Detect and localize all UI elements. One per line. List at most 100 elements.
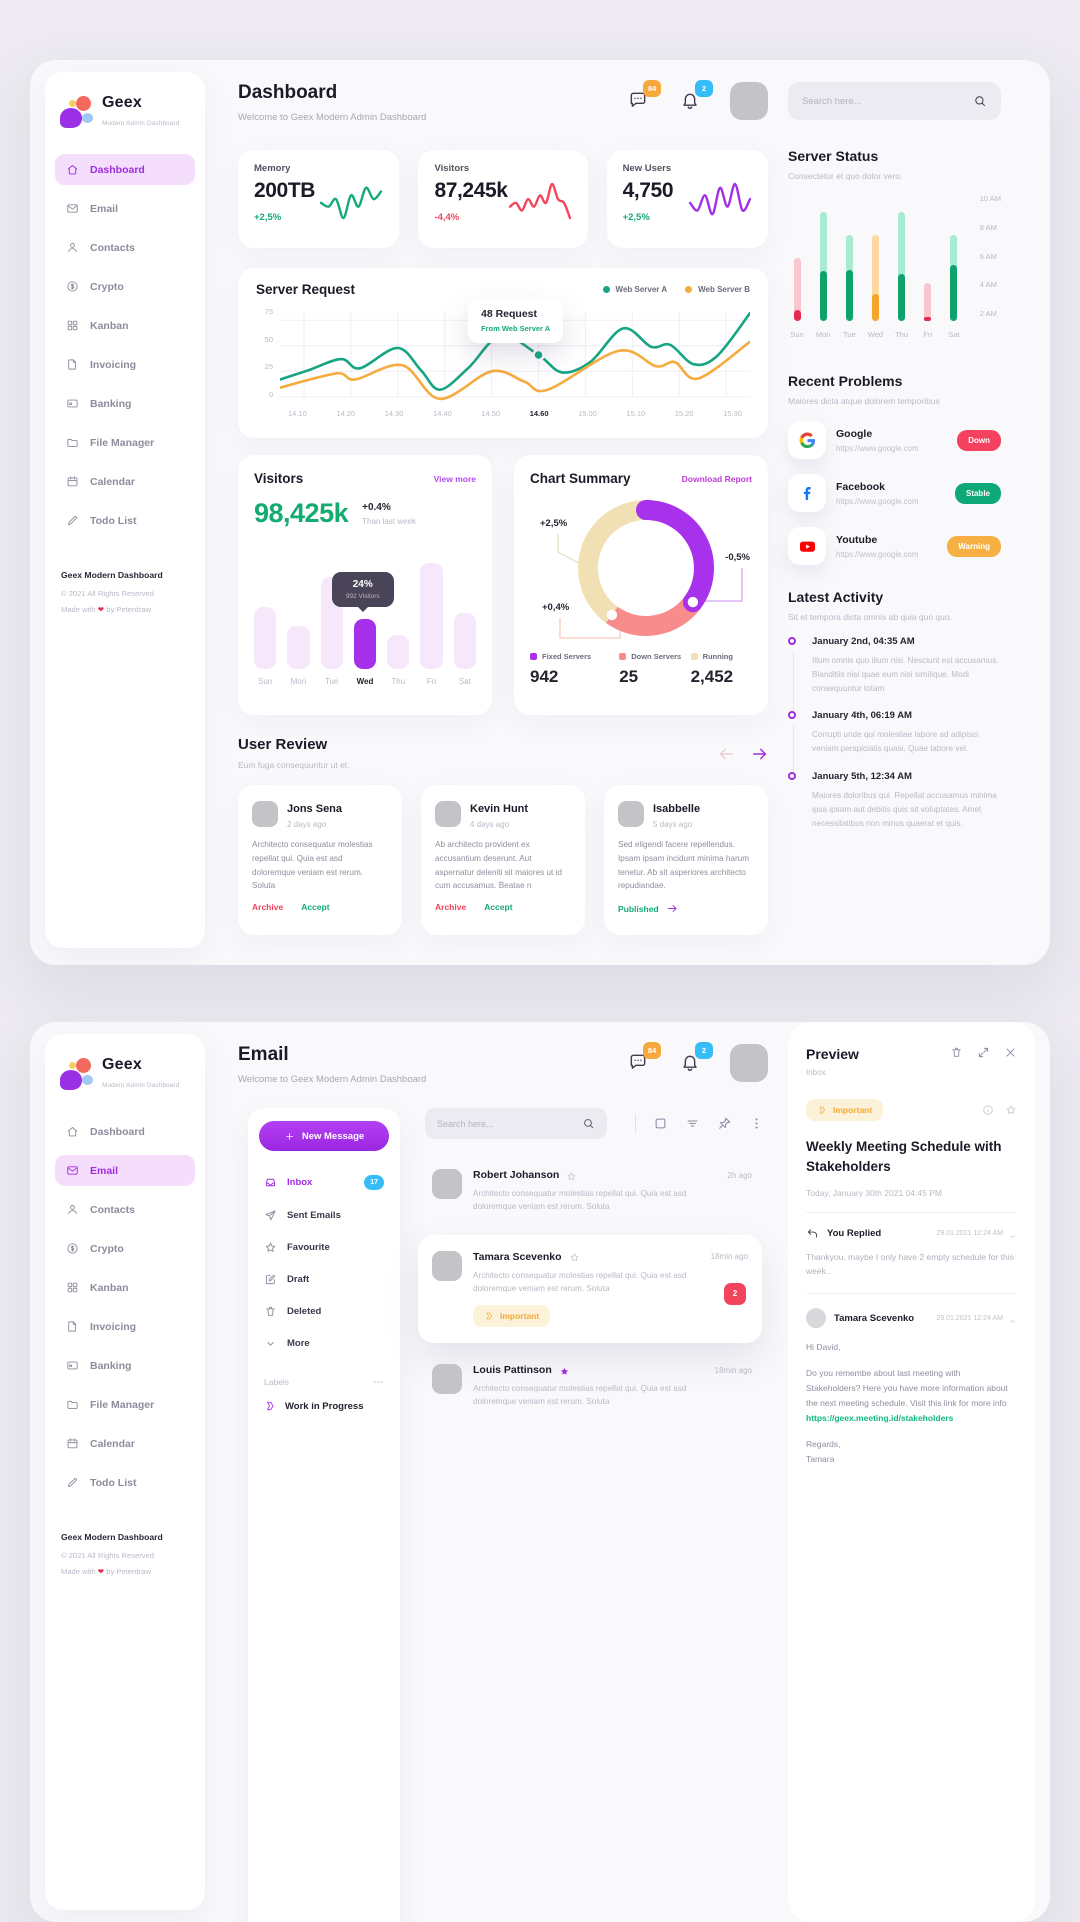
info-button[interactable] bbox=[982, 1104, 994, 1116]
arrow-right-icon bbox=[666, 902, 679, 915]
visitors-bar-chart: 24% 992 Visitors bbox=[254, 557, 476, 669]
star-button[interactable] bbox=[559, 1365, 570, 1376]
accept-button[interactable]: Accept bbox=[301, 902, 330, 913]
sidebar-item-label: Calendar bbox=[90, 475, 135, 488]
star-button[interactable] bbox=[569, 1251, 580, 1262]
important-tag[interactable]: Important bbox=[473, 1305, 551, 1328]
legend-label: Running bbox=[702, 652, 733, 661]
sidebar-item-crypto[interactable]: Crypto bbox=[55, 271, 195, 302]
sidebar-item-dashboard[interactable]: Dashboard bbox=[55, 154, 195, 185]
status-badge[interactable]: Warning bbox=[947, 535, 1001, 557]
sidebar-item-calendar[interactable]: Calendar bbox=[55, 1428, 195, 1459]
user-avatar[interactable] bbox=[730, 1044, 768, 1082]
more-options-button[interactable] bbox=[749, 1116, 764, 1131]
sidebar-item-todo-list[interactable]: Todo List bbox=[55, 1467, 195, 1498]
search-input[interactable] bbox=[802, 95, 973, 107]
avatar bbox=[432, 1364, 462, 1395]
accept-button[interactable]: Accept bbox=[484, 902, 513, 913]
expand-button[interactable] bbox=[977, 1046, 990, 1059]
notifications-button[interactable]: 2 bbox=[678, 1042, 713, 1075]
footer-title: Geex Modern Dashboard bbox=[61, 1532, 163, 1542]
calendar-icon bbox=[66, 475, 79, 488]
label-work-in-progress[interactable]: Work in Progress bbox=[259, 1388, 389, 1412]
star-button[interactable] bbox=[566, 1170, 577, 1181]
sidebar-item-kanban[interactable]: Kanban bbox=[55, 1272, 195, 1303]
sidebar-item-file-manager[interactable]: File Manager bbox=[55, 1389, 195, 1420]
logo-title: Geex bbox=[102, 94, 142, 111]
mail-icon bbox=[66, 202, 79, 215]
stat-label: Visitors bbox=[434, 163, 470, 174]
sidebar-item-banking[interactable]: Banking bbox=[55, 388, 195, 419]
x-tick: 14.20 bbox=[336, 409, 356, 418]
search-icon[interactable] bbox=[582, 1117, 595, 1130]
archive-button[interactable]: Archive bbox=[252, 902, 284, 913]
folder-draft[interactable]: Draft bbox=[259, 1265, 389, 1294]
labels-options-icon[interactable] bbox=[372, 1376, 384, 1388]
day-label: Mon bbox=[290, 677, 307, 686]
grid-icon bbox=[66, 319, 79, 332]
new-message-button[interactable]: New Message bbox=[259, 1121, 389, 1151]
close-button[interactable] bbox=[1004, 1046, 1017, 1059]
sidebar-item-contacts[interactable]: Contacts bbox=[55, 232, 195, 263]
email-search-input[interactable] bbox=[437, 1118, 582, 1129]
status-badge[interactable]: Stable bbox=[954, 482, 1001, 504]
notifications-button[interactable]: 2 bbox=[678, 80, 713, 113]
collapse-toggle[interactable] bbox=[1008, 1314, 1017, 1323]
label-text: Work in Progress bbox=[285, 1400, 364, 1412]
status-badge[interactable]: Down bbox=[957, 429, 1001, 451]
delete-button[interactable] bbox=[950, 1046, 963, 1059]
info-icon bbox=[982, 1104, 994, 1116]
sidebar-item-banking[interactable]: Banking bbox=[55, 1350, 195, 1381]
status-bar-sat bbox=[945, 235, 963, 321]
sidebar-item-dashboard[interactable]: Dashboard bbox=[55, 1116, 195, 1147]
email-row-louis-pattinson[interactable]: Louis Pattinson 18min ago Architecto con… bbox=[418, 1351, 762, 1422]
folder-deleted[interactable]: Deleted bbox=[259, 1297, 389, 1326]
sidebar-item-contacts[interactable]: Contacts bbox=[55, 1194, 195, 1225]
sidebar-item-todo-list[interactable]: Todo List bbox=[55, 505, 195, 536]
sparkline-chart bbox=[508, 182, 571, 220]
activity-date: January 5th, 12:34 AM bbox=[812, 770, 912, 782]
sidebar-item-kanban[interactable]: Kanban bbox=[55, 310, 195, 341]
folder-sent-emails[interactable]: Sent Emails bbox=[259, 1201, 389, 1230]
favourite-button[interactable] bbox=[1005, 1104, 1017, 1116]
email-row-robert-johanson[interactable]: Robert Johanson 2h ago Architecto conseq… bbox=[418, 1156, 762, 1227]
reviews-next-button[interactable] bbox=[750, 744, 768, 762]
server-request-legend: Web Server A Web Server B bbox=[602, 285, 750, 294]
folder-more[interactable]: More bbox=[259, 1329, 389, 1358]
search-icon[interactable] bbox=[973, 94, 987, 108]
stat-card-memory: Memory 200TB +2,5% bbox=[238, 150, 400, 248]
collapse-toggle[interactable] bbox=[1008, 1229, 1017, 1238]
filter-button[interactable] bbox=[685, 1116, 700, 1131]
pin-button[interactable] bbox=[717, 1116, 732, 1131]
sidebar-item-crypto[interactable]: Crypto bbox=[55, 1233, 195, 1264]
email-link[interactable]: https://geex.meeting.id/stakeholders bbox=[806, 1413, 954, 1424]
day-label: Fri bbox=[426, 677, 437, 686]
view-more-link[interactable]: View more bbox=[433, 473, 476, 484]
sidebar-item-calendar[interactable]: Calendar bbox=[55, 466, 195, 497]
donut-callout: +2,5% bbox=[540, 518, 568, 529]
tag-icon bbox=[264, 1400, 276, 1412]
search-bar bbox=[788, 82, 1001, 120]
archive-button[interactable]: Archive bbox=[435, 902, 467, 913]
x-tick: 14.50 bbox=[481, 409, 501, 418]
reviews-prev-button[interactable] bbox=[716, 744, 734, 762]
sidebar-item-invoicing[interactable]: Invoicing bbox=[55, 1311, 195, 1342]
sidebar-item-invoicing[interactable]: Invoicing bbox=[55, 349, 195, 380]
folder-favourite[interactable]: Favourite bbox=[259, 1233, 389, 1262]
sidebar-item-email[interactable]: Email bbox=[55, 193, 195, 224]
sidebar-item-email[interactable]: Email bbox=[55, 1155, 195, 1186]
notifications-badge: 2 bbox=[695, 1042, 713, 1059]
sender-name: Tamara Scevenko bbox=[473, 1250, 562, 1263]
email-row-tamara-scevenko[interactable]: Tamara Scevenko 18min ago Architecto con… bbox=[418, 1234, 762, 1344]
sidebar-item-label: Banking bbox=[90, 397, 132, 410]
user-avatar[interactable] bbox=[730, 82, 768, 120]
messages-button[interactable]: 84 bbox=[626, 80, 661, 113]
sidebar-item-file-manager[interactable]: File Manager bbox=[55, 427, 195, 458]
important-tag[interactable]: Important bbox=[806, 1099, 884, 1121]
download-report-link[interactable]: Download Report bbox=[681, 473, 752, 484]
folder-inbox[interactable]: Inbox 17 bbox=[259, 1167, 389, 1198]
messages-badge: 84 bbox=[643, 80, 661, 97]
select-all-button[interactable] bbox=[653, 1116, 668, 1131]
messages-button[interactable]: 84 bbox=[626, 1042, 661, 1075]
published-link[interactable]: Published bbox=[618, 902, 679, 915]
